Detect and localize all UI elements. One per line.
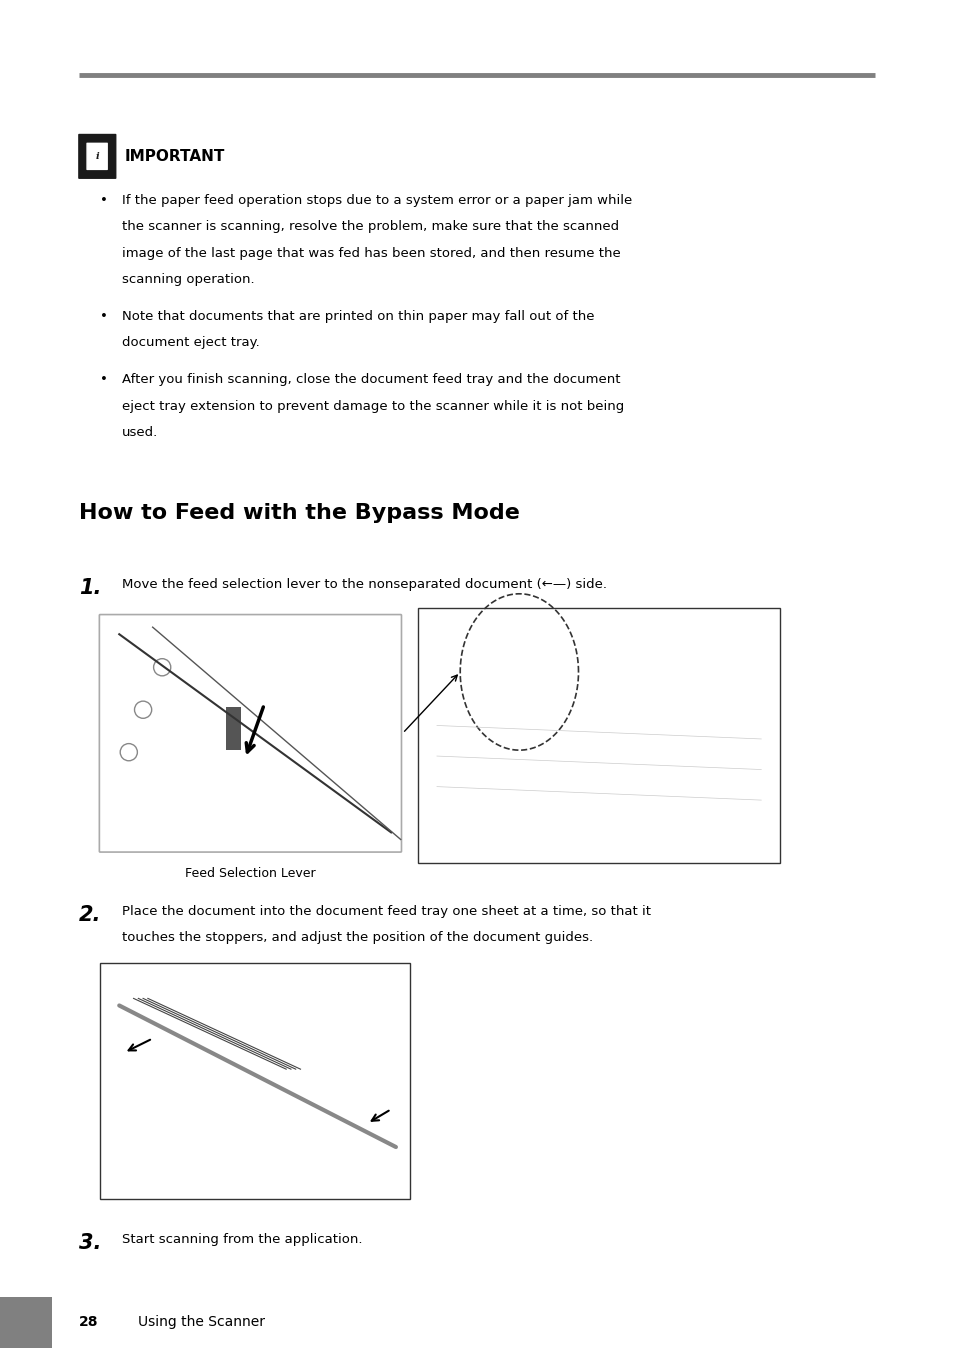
Text: After you finish scanning, close the document feed tray and the document: After you finish scanning, close the doc… bbox=[122, 373, 620, 387]
Text: •: • bbox=[100, 310, 108, 324]
Text: touches the stoppers, and adjust the position of the document guides.: touches the stoppers, and adjust the pos… bbox=[122, 931, 593, 945]
Text: eject tray extension to prevent damage to the scanner while it is not being: eject tray extension to prevent damage t… bbox=[122, 399, 623, 412]
Text: IMPORTANT: IMPORTANT bbox=[125, 148, 225, 164]
Text: used.: used. bbox=[122, 426, 158, 439]
Text: How to Feed with the Bypass Mode: How to Feed with the Bypass Mode bbox=[79, 503, 519, 523]
Text: Feed Selection Lever: Feed Selection Lever bbox=[185, 868, 315, 880]
Bar bbox=[0, 1297, 52, 1348]
Text: Start scanning from the application.: Start scanning from the application. bbox=[122, 1232, 362, 1246]
Text: document eject tray.: document eject tray. bbox=[122, 336, 259, 349]
Text: scanning operation.: scanning operation. bbox=[122, 272, 254, 286]
Text: If the paper feed operation stops due to a system error or a paper jam while: If the paper feed operation stops due to… bbox=[122, 194, 632, 208]
FancyBboxPatch shape bbox=[99, 615, 401, 852]
Text: Move the feed selection lever to the nonseparated document (←—) side.: Move the feed selection lever to the non… bbox=[122, 577, 606, 590]
Text: 2.: 2. bbox=[79, 905, 101, 925]
Text: image of the last page that was fed has been stored, and then resume the: image of the last page that was fed has … bbox=[122, 247, 620, 260]
Text: i: i bbox=[95, 152, 99, 160]
Text: Note that documents that are printed on thin paper may fall out of the: Note that documents that are printed on … bbox=[122, 310, 594, 324]
Text: Place the document into the document feed tray one sheet at a time, so that it: Place the document into the document fee… bbox=[122, 905, 651, 918]
Text: 3.: 3. bbox=[79, 1232, 101, 1252]
FancyBboxPatch shape bbox=[79, 135, 115, 178]
Text: 1.: 1. bbox=[79, 577, 101, 597]
Text: the scanner is scanning, resolve the problem, make sure that the scanned: the scanner is scanning, resolve the pro… bbox=[122, 221, 618, 233]
Bar bbox=[226, 706, 241, 749]
Text: •: • bbox=[100, 194, 108, 208]
Text: 28: 28 bbox=[79, 1316, 98, 1329]
Bar bbox=[417, 608, 780, 863]
FancyBboxPatch shape bbox=[87, 143, 107, 170]
Bar bbox=[100, 962, 410, 1198]
Text: •: • bbox=[100, 373, 108, 387]
Text: Using the Scanner: Using the Scanner bbox=[138, 1316, 265, 1329]
